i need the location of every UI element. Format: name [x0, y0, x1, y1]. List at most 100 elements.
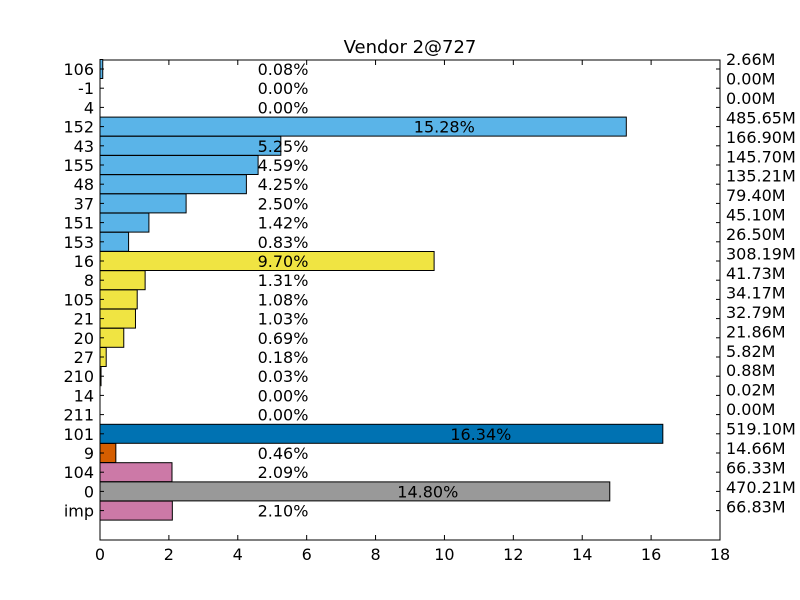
right-axis-label: 34.17M	[726, 283, 786, 302]
right-axis-label: 470.21M	[726, 478, 796, 497]
percentage-label: 0.00%	[258, 386, 309, 405]
percentage-label: 0.46%	[258, 444, 309, 463]
percentage-label: 9.70%	[258, 252, 309, 271]
y-tick-label: 8	[84, 271, 94, 290]
y-tick-label: 155	[63, 156, 94, 175]
right-axis-label: 26.50M	[726, 225, 786, 244]
bar	[99, 193, 187, 214]
bar	[99, 135, 282, 156]
y-tick-label: 101	[63, 425, 94, 444]
bar	[99, 423, 664, 444]
percentage-label: 0.18%	[258, 348, 309, 367]
bar	[99, 462, 173, 483]
percentage-label: 14.80%	[397, 482, 458, 501]
right-axis-label: 485.65M	[726, 108, 796, 127]
y-tick-label: 21	[74, 310, 94, 329]
right-axis-label: 5.82M	[726, 342, 775, 361]
right-axis-label: 145.70M	[726, 147, 796, 166]
y-tick-label: 4	[84, 98, 94, 117]
x-tick-label: 10	[434, 545, 454, 564]
y-tick-label: 151	[63, 214, 94, 233]
bars-group	[99, 59, 664, 521]
x-tick-label: 4	[233, 545, 243, 564]
bar	[99, 212, 150, 233]
y-tick-label: 9	[84, 444, 94, 463]
percentage-label: 0.00%	[258, 406, 309, 425]
right-axis-label: 21.86M	[726, 322, 786, 341]
y-tick-label: 210	[63, 367, 94, 386]
percentage-label: 4.25%	[258, 175, 309, 194]
x-axis-ticks: 0 2 4 6 8 10 12 14 16 18	[95, 60, 730, 564]
percentage-label: 0.83%	[258, 233, 309, 252]
percentage-label: 2.09%	[258, 463, 309, 482]
y-tick-label: 20	[74, 329, 94, 348]
x-tick-label: 6	[302, 545, 312, 564]
x-tick-label: 2	[164, 545, 174, 564]
y-tick-label: -1	[78, 79, 94, 98]
percentage-label: 0.03%	[258, 367, 309, 386]
right-axis-label: 45.10M	[726, 206, 786, 225]
percentage-label: 0.08%	[258, 60, 309, 79]
right-axis-label: 0.00M	[726, 400, 775, 419]
x-tick-label: 14	[572, 545, 592, 564]
y-tick-label: 153	[63, 233, 94, 252]
percentage-label: 1.31%	[258, 271, 309, 290]
y-axis-ticks: 106-141524315548371511531681052120272101…	[63, 60, 720, 521]
bar	[99, 481, 611, 502]
chart-title: Vendor 2@727	[344, 37, 477, 58]
y-tick-label: 37	[74, 194, 94, 213]
right-axis-label: 14.66M	[726, 439, 786, 458]
y-tick-label: imp	[64, 502, 94, 521]
right-axis-label: 135.21M	[726, 167, 796, 186]
percentage-labels: 0.08%0.00%0.00%15.28%5.25%4.59%4.25%2.50…	[258, 60, 512, 521]
y-tick-label: 106	[63, 60, 94, 79]
right-axis-label: 41.73M	[726, 264, 786, 283]
y-tick-label: 27	[74, 348, 94, 367]
right-axis-label: 66.33M	[726, 458, 786, 477]
y-tick-label: 152	[63, 118, 94, 137]
right-axis-label: 32.79M	[726, 303, 786, 322]
right-axis-label: 0.88M	[726, 361, 775, 380]
x-tick-label: 8	[370, 545, 380, 564]
percentage-label: 16.34%	[450, 425, 511, 444]
bar	[99, 231, 130, 252]
right-axis-label: 519.10M	[726, 420, 796, 439]
percentage-label: 2.50%	[258, 194, 309, 213]
right-axis-label: 66.83M	[726, 497, 786, 516]
right-axis-label: 2.66M	[726, 50, 775, 69]
bar	[99, 289, 138, 310]
y-tick-label: 104	[63, 463, 94, 482]
y-tick-label: 43	[74, 137, 94, 156]
y-tick-label: 211	[63, 406, 94, 425]
percentage-label: 2.10%	[258, 502, 309, 521]
percentage-label: 1.42%	[258, 214, 309, 233]
percentage-label: 1.08%	[258, 290, 309, 309]
bar	[99, 174, 247, 195]
percentage-label: 0.00%	[258, 79, 309, 98]
y-tick-label: 16	[74, 252, 94, 271]
percentage-label: 0.69%	[258, 329, 309, 348]
bar	[99, 116, 627, 137]
y-tick-label: 14	[74, 386, 94, 405]
right-axis-label: 166.90M	[726, 128, 796, 147]
y-tick-label: 48	[74, 175, 94, 194]
bar	[99, 155, 259, 175]
percentage-label: 5.25%	[258, 137, 309, 156]
bar	[99, 308, 136, 329]
right-axis-labels: 2.66M0.00M0.00M485.65M166.90M145.70M135.…	[726, 50, 796, 516]
percentage-label: 0.00%	[258, 98, 309, 117]
x-tick-label: 16	[641, 545, 661, 564]
y-tick-label: 0	[84, 482, 94, 501]
bar	[99, 500, 173, 521]
x-tick-label: 0	[95, 545, 105, 564]
right-axis-label: 0.00M	[726, 69, 775, 88]
right-axis-label: 308.19M	[726, 245, 796, 264]
x-tick-label: 12	[503, 545, 523, 564]
bar	[99, 270, 146, 291]
y-tick-label: 105	[63, 290, 94, 309]
percentage-label: 1.03%	[258, 310, 309, 329]
x-tick-label: 18	[710, 545, 730, 564]
right-axis-label: 79.40M	[726, 186, 786, 205]
right-axis-label: 0.02M	[726, 381, 775, 400]
